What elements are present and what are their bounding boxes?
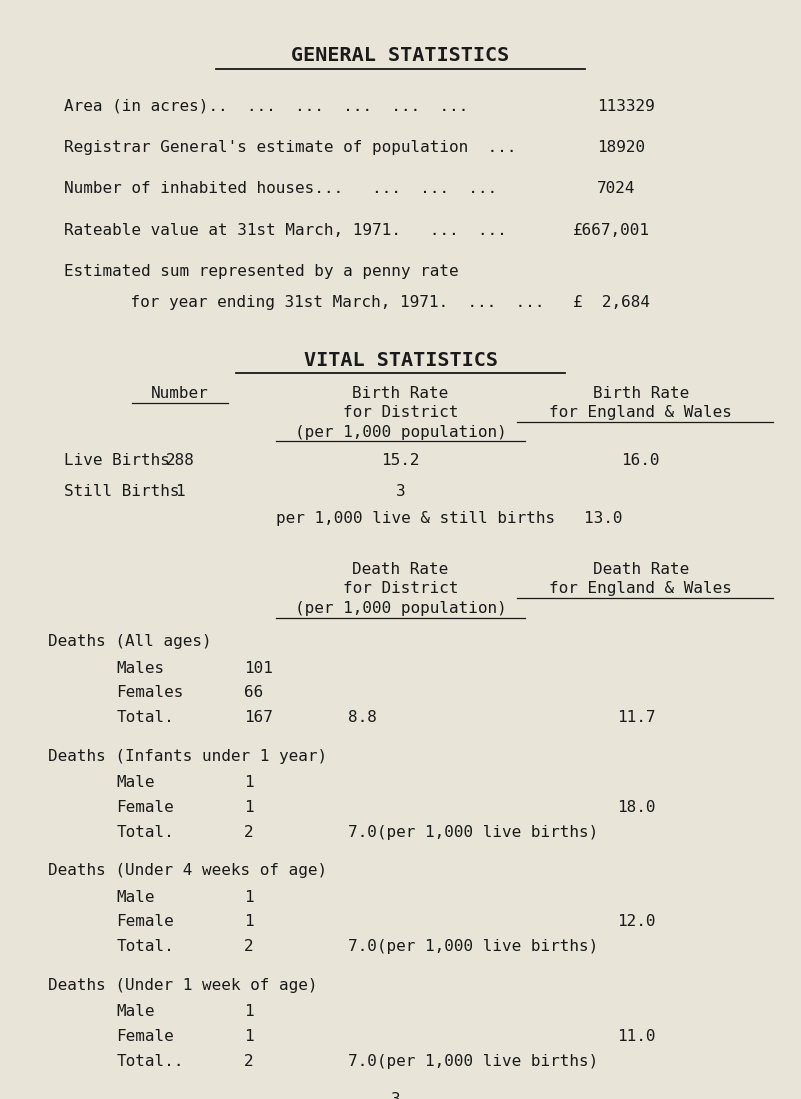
Text: 7.0(per 1,000 live births): 7.0(per 1,000 live births) (348, 1054, 598, 1068)
Text: 3.: 3. (391, 1092, 410, 1099)
Text: 1: 1 (244, 800, 254, 814)
Text: for England & Wales: for England & Wales (549, 406, 732, 420)
Text: Total..: Total.. (116, 1054, 183, 1068)
Text: Female: Female (116, 800, 174, 814)
Text: Total.: Total. (116, 710, 174, 725)
Text: 12.0: 12.0 (618, 914, 656, 930)
Text: 1: 1 (244, 890, 254, 904)
Text: £  2,684: £ 2,684 (573, 296, 650, 310)
Text: Area (in acres)..  ...  ...  ...  ...  ...: Area (in acres).. ... ... ... ... ... (64, 99, 469, 113)
Text: Male: Male (116, 1004, 155, 1019)
Text: (per 1,000 population): (per 1,000 population) (295, 601, 506, 615)
Text: Rateable value at 31st March, 1971.   ...  ...: Rateable value at 31st March, 1971. ... … (64, 223, 507, 237)
Text: 1: 1 (244, 914, 254, 930)
Text: Males: Males (116, 660, 164, 676)
Text: VITAL STATISTICS: VITAL STATISTICS (304, 351, 497, 369)
Text: £667,001: £667,001 (573, 223, 650, 237)
Text: for District: for District (343, 581, 458, 597)
Text: 16.0: 16.0 (622, 453, 660, 468)
Text: 15.2: 15.2 (381, 453, 420, 468)
Text: 8.8: 8.8 (348, 710, 377, 725)
Text: per 1,000 live & still births   13.0: per 1,000 live & still births 13.0 (276, 511, 623, 526)
Text: 18920: 18920 (597, 140, 645, 155)
Text: Death Rate: Death Rate (352, 562, 449, 577)
Text: 167: 167 (244, 710, 273, 725)
Text: Female: Female (116, 1029, 174, 1044)
Text: Estimated sum represented by a penny rate: Estimated sum represented by a penny rat… (64, 264, 459, 279)
Text: Total.: Total. (116, 939, 174, 954)
Text: 1: 1 (244, 1029, 254, 1044)
Text: 2: 2 (244, 824, 254, 840)
Text: Deaths (Under 1 week of age): Deaths (Under 1 week of age) (48, 978, 317, 992)
Text: 2: 2 (244, 1054, 254, 1068)
Text: GENERAL STATISTICS: GENERAL STATISTICS (292, 46, 509, 65)
Text: for England & Wales: for England & Wales (549, 581, 732, 597)
Text: Birth Rate: Birth Rate (352, 386, 449, 401)
Text: 7.0(per 1,000 live births): 7.0(per 1,000 live births) (348, 824, 598, 840)
Text: 1: 1 (244, 1004, 254, 1019)
Text: Total.: Total. (116, 824, 174, 840)
Text: 1: 1 (175, 485, 185, 500)
Text: 1: 1 (244, 775, 254, 790)
Text: 2: 2 (244, 939, 254, 954)
Text: (per 1,000 population): (per 1,000 population) (295, 424, 506, 440)
Text: Still Births: Still Births (64, 485, 179, 500)
Text: Deaths (Infants under 1 year): Deaths (Infants under 1 year) (48, 748, 327, 764)
Text: 288: 288 (166, 453, 195, 468)
Text: 18.0: 18.0 (618, 800, 656, 814)
Text: Deaths (All ages): Deaths (All ages) (48, 634, 211, 650)
Text: Deaths (Under 4 weeks of age): Deaths (Under 4 weeks of age) (48, 864, 327, 878)
Text: Female: Female (116, 914, 174, 930)
Text: 7024: 7024 (597, 181, 635, 197)
Text: Death Rate: Death Rate (593, 562, 689, 577)
Text: 11.7: 11.7 (618, 710, 656, 725)
Text: 11.0: 11.0 (618, 1029, 656, 1044)
Text: 66: 66 (244, 686, 264, 700)
Text: Number: Number (151, 386, 209, 401)
Text: for District: for District (343, 406, 458, 420)
Text: Number of inhabited houses...   ...  ...  ...: Number of inhabited houses... ... ... ..… (64, 181, 497, 197)
Text: Females: Females (116, 686, 183, 700)
Text: 113329: 113329 (597, 99, 654, 113)
Text: 3: 3 (396, 485, 405, 500)
Text: Male: Male (116, 890, 155, 904)
Text: Birth Rate: Birth Rate (593, 386, 689, 401)
Text: 7.0(per 1,000 live births): 7.0(per 1,000 live births) (348, 939, 598, 954)
Text: Male: Male (116, 775, 155, 790)
Text: Live Births: Live Births (64, 453, 170, 468)
Text: Registrar General's estimate of population  ...: Registrar General's estimate of populati… (64, 140, 517, 155)
Text: for year ending 31st March, 1971.  ...  ...: for year ending 31st March, 1971. ... ..… (92, 296, 545, 310)
Text: 101: 101 (244, 660, 273, 676)
